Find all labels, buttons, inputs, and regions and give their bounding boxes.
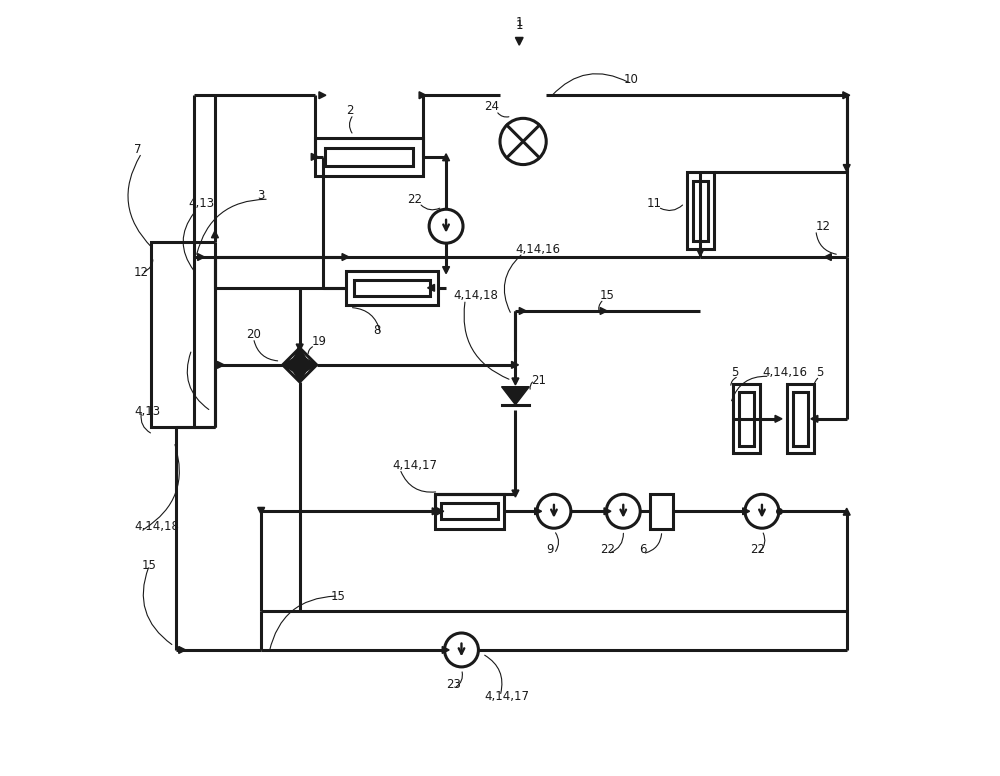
Polygon shape <box>319 92 326 99</box>
Polygon shape <box>775 415 782 422</box>
Bar <box>693 181 708 241</box>
Text: 4,14,17: 4,14,17 <box>485 690 530 703</box>
Text: 9: 9 <box>546 543 554 556</box>
Polygon shape <box>600 307 607 314</box>
Polygon shape <box>296 344 303 351</box>
Polygon shape <box>443 267 450 274</box>
Polygon shape <box>604 508 611 514</box>
Polygon shape <box>443 154 450 161</box>
Bar <box>315 137 423 176</box>
Text: 7: 7 <box>134 143 142 156</box>
Polygon shape <box>311 154 318 161</box>
Text: 19: 19 <box>311 335 326 348</box>
Polygon shape <box>843 92 850 99</box>
Text: 6: 6 <box>639 543 646 556</box>
Polygon shape <box>179 646 186 653</box>
Polygon shape <box>843 508 850 515</box>
Text: 4,14,18: 4,14,18 <box>454 289 499 302</box>
Bar <box>733 384 760 453</box>
Bar <box>687 172 714 249</box>
Text: 5: 5 <box>816 366 823 379</box>
Text: 20: 20 <box>246 327 261 341</box>
Polygon shape <box>419 92 426 99</box>
Text: 15: 15 <box>600 289 615 302</box>
Polygon shape <box>502 386 529 405</box>
Polygon shape <box>512 490 519 497</box>
Bar <box>441 504 498 519</box>
Text: 8: 8 <box>373 324 380 337</box>
Text: 12: 12 <box>816 220 831 233</box>
Polygon shape <box>300 355 317 375</box>
Text: 4,14,16: 4,14,16 <box>762 366 807 379</box>
Polygon shape <box>432 508 439 514</box>
Text: 10: 10 <box>623 73 638 86</box>
Text: 4,14,16: 4,14,16 <box>515 243 560 256</box>
Polygon shape <box>743 508 750 514</box>
Polygon shape <box>290 348 310 365</box>
Text: 23: 23 <box>446 678 461 691</box>
Text: 21: 21 <box>531 374 546 386</box>
Bar <box>354 280 430 296</box>
Polygon shape <box>437 508 444 514</box>
Polygon shape <box>512 362 518 369</box>
Text: 15: 15 <box>142 559 157 572</box>
Polygon shape <box>217 362 224 369</box>
Bar <box>325 148 413 165</box>
Text: 22: 22 <box>750 543 765 556</box>
Polygon shape <box>697 249 704 256</box>
Text: 11: 11 <box>646 196 661 210</box>
Polygon shape <box>535 508 542 514</box>
Bar <box>739 392 754 446</box>
Text: 22: 22 <box>600 543 615 556</box>
Polygon shape <box>283 355 300 375</box>
Polygon shape <box>824 254 831 261</box>
Text: 4,14,17: 4,14,17 <box>392 459 437 472</box>
Bar <box>793 392 808 446</box>
Polygon shape <box>519 307 526 314</box>
Polygon shape <box>258 508 265 514</box>
Text: 4,13: 4,13 <box>188 196 214 210</box>
Polygon shape <box>211 230 218 237</box>
Text: 24: 24 <box>485 100 500 113</box>
Text: 1: 1 <box>516 16 523 29</box>
Polygon shape <box>342 254 349 261</box>
Text: 3: 3 <box>257 189 265 202</box>
Polygon shape <box>843 165 850 171</box>
Bar <box>650 494 673 528</box>
Polygon shape <box>515 37 523 45</box>
Bar <box>346 271 438 305</box>
Bar <box>787 384 814 453</box>
Polygon shape <box>442 646 449 653</box>
Polygon shape <box>512 378 519 385</box>
Bar <box>151 241 194 427</box>
Text: 4,13: 4,13 <box>134 404 160 417</box>
Text: 1: 1 <box>516 19 523 33</box>
Bar <box>435 494 504 528</box>
Text: 15: 15 <box>331 590 345 602</box>
Polygon shape <box>811 415 818 422</box>
Polygon shape <box>290 365 310 382</box>
Text: 4,14,18: 4,14,18 <box>134 520 179 533</box>
Text: 22: 22 <box>408 192 423 206</box>
Polygon shape <box>198 254 205 261</box>
Polygon shape <box>428 284 435 291</box>
Text: 12: 12 <box>134 266 149 279</box>
Text: 2: 2 <box>346 104 353 117</box>
Text: 5: 5 <box>731 366 739 379</box>
